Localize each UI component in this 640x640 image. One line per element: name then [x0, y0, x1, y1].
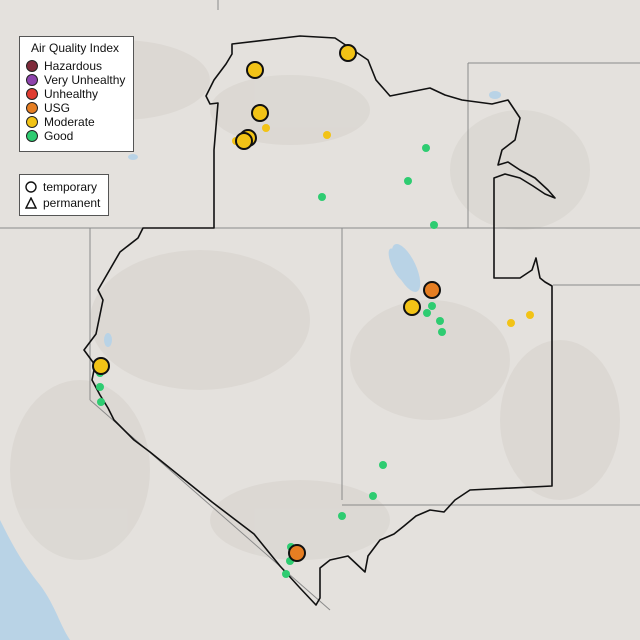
- very-unhealthy-swatch-icon: [26, 74, 38, 86]
- legend-item-moderate: Moderate: [26, 115, 95, 129]
- monitor-moderate[interactable]: [507, 319, 515, 327]
- legend-label: USG: [44, 101, 71, 115]
- usg-swatch-icon: [26, 102, 38, 114]
- legend-label: temporary: [43, 180, 98, 194]
- monitor-good[interactable]: [379, 461, 387, 469]
- monitor-good[interactable]: [318, 193, 326, 201]
- monitor-moderate-temporary[interactable]: [235, 132, 253, 150]
- moderate-swatch-icon: [26, 116, 38, 128]
- monitor-good[interactable]: [404, 177, 412, 185]
- monitor-usg-temporary[interactable]: [423, 281, 441, 299]
- legend-item-temporary: temporary: [25, 180, 97, 194]
- legend-item-hazardous: Hazardous: [26, 59, 102, 73]
- monitor-good[interactable]: [438, 328, 446, 336]
- monitor-good[interactable]: [422, 144, 430, 152]
- legend-item-unhealthy: Unhealthy: [26, 87, 98, 101]
- monitor-moderate[interactable]: [323, 131, 331, 139]
- monitor-good[interactable]: [423, 309, 431, 317]
- monitor-good[interactable]: [282, 570, 290, 578]
- monitor-good[interactable]: [430, 221, 438, 229]
- hazardous-swatch-icon: [26, 60, 38, 72]
- monitor-good[interactable]: [338, 512, 346, 520]
- legend-label: permanent: [43, 196, 101, 210]
- monitor-good[interactable]: [96, 383, 104, 391]
- monitor-moderate-temporary[interactable]: [403, 298, 421, 316]
- legend-item-permanent: permanent: [25, 196, 100, 210]
- monitor-good[interactable]: [369, 492, 377, 500]
- legend-item-usg: USG: [26, 101, 70, 115]
- region-boundary: [83, 35, 556, 606]
- triangle-icon: [25, 197, 37, 209]
- terrain-relief: [10, 40, 620, 560]
- legend-title: Air Quality Index: [31, 41, 120, 55]
- legend-item-good: Good: [26, 129, 73, 143]
- monitor-good[interactable]: [97, 398, 105, 406]
- circle-icon: [25, 181, 37, 193]
- monitor-moderate-temporary[interactable]: [339, 44, 357, 62]
- ocean: [0, 520, 70, 640]
- aqi-legend: Air Quality Index Hazardous Very Unhealt…: [19, 36, 134, 152]
- monitor-moderate[interactable]: [526, 311, 534, 319]
- legend-label: Good: [44, 129, 74, 143]
- unhealthy-swatch-icon: [26, 88, 38, 100]
- monitor-moderate-temporary[interactable]: [251, 104, 269, 122]
- legend-label: Unhealthy: [44, 87, 99, 101]
- monitor-moderate-temporary[interactable]: [246, 61, 264, 79]
- monitor-moderate-temporary[interactable]: [92, 357, 110, 375]
- good-swatch-icon: [26, 130, 38, 142]
- legend-label: Hazardous: [44, 59, 103, 73]
- monitor-moderate[interactable]: [262, 124, 270, 132]
- legend-label: Very Unhealthy: [44, 73, 126, 87]
- monitor-usg-temporary[interactable]: [288, 544, 306, 562]
- monitor-good[interactable]: [436, 317, 444, 325]
- monitor-good[interactable]: [428, 302, 436, 310]
- lakes: [104, 91, 501, 347]
- legend-item-very-unhealthy: Very Unhealthy: [26, 73, 125, 87]
- monitor-type-legend: temporary permanent: [19, 174, 109, 216]
- legend-label: Moderate: [44, 115, 95, 129]
- moderate-temporary-monitors: [92, 44, 421, 375]
- usg-temporary-monitors: [288, 281, 441, 562]
